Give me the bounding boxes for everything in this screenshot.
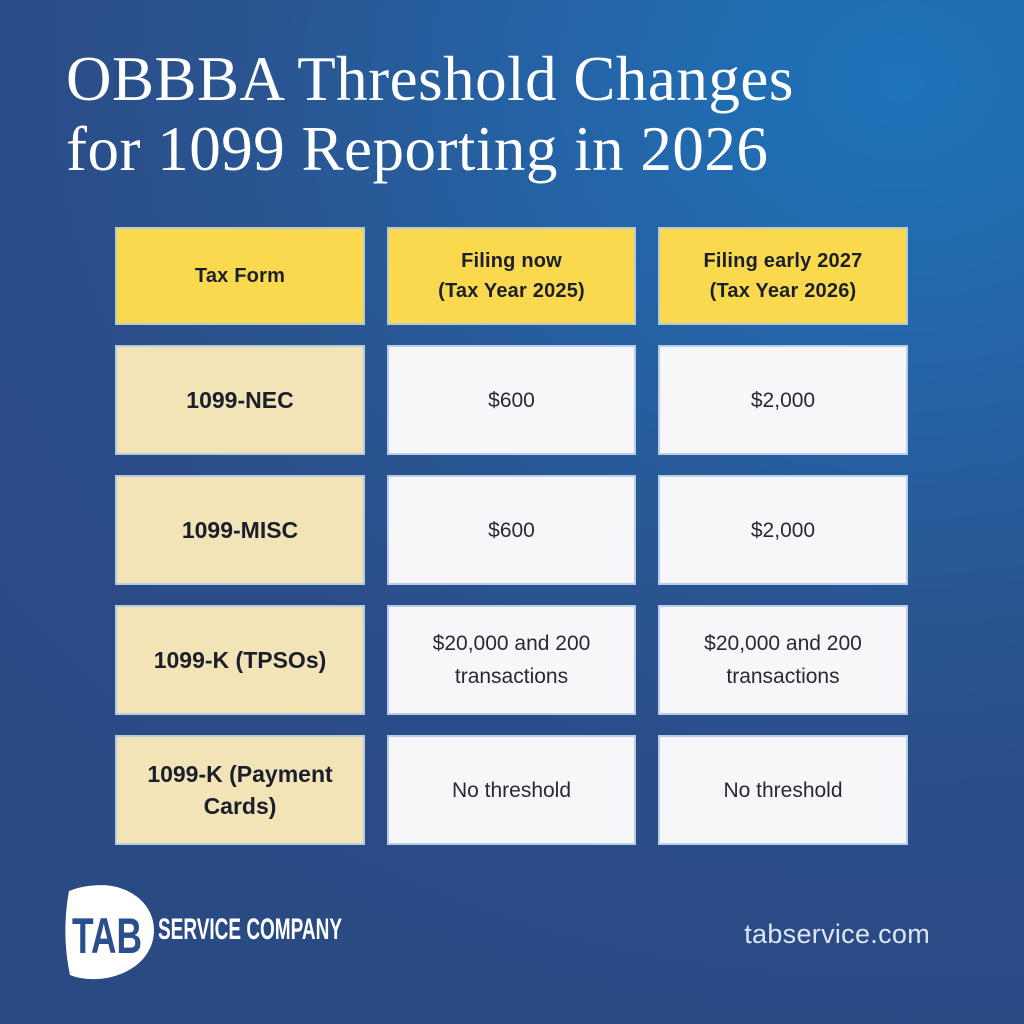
logo-company-text: SERVICE COMPANY [158, 913, 342, 946]
header-filing-early-2027: Filing early 2027 (Tax Year 2026) [658, 227, 908, 325]
tab-service-company-logo: TAB SERVICE COMPANY [60, 883, 350, 988]
tax-form-cell: 1099-MISC [115, 475, 365, 585]
filing-early-cell: No threshold [658, 735, 908, 845]
tab-logo-icon: TAB SERVICE COMPANY [65, 885, 342, 980]
tax-form-cell: 1099-NEC [115, 345, 365, 455]
tax-form-cell: 1099-K (TPSOs) [115, 605, 365, 715]
page-title: OBBBA Threshold Changes for 1099 Reportin… [66, 44, 794, 184]
filing-early-cell: $20,000 and 200 transactions [658, 605, 908, 715]
header-tax-form: Tax Form [115, 227, 365, 325]
filing-early-cell: $2,000 [658, 345, 908, 455]
filing-now-cell: $600 [387, 345, 636, 455]
tab-logo-shape [65, 885, 154, 980]
threshold-table: Tax Form Filing now (Tax Year 2025) Fili… [115, 227, 908, 845]
header-filing-now: Filing now (Tax Year 2025) [387, 227, 636, 325]
filing-now-cell: $20,000 and 200 transactions [387, 605, 636, 715]
tax-form-cell: 1099-K (Payment Cards) [115, 735, 365, 845]
page-title-line1: OBBBA Threshold Changes [66, 44, 794, 114]
filing-now-cell: No threshold [387, 735, 636, 845]
page-title-line2: for 1099 Reporting in 2026 [66, 114, 769, 184]
logo-tab-text: TAB [72, 908, 142, 964]
website-url: tabservice.com [744, 919, 930, 949]
filing-early-cell: $2,000 [658, 475, 908, 585]
filing-now-cell: $600 [387, 475, 636, 585]
